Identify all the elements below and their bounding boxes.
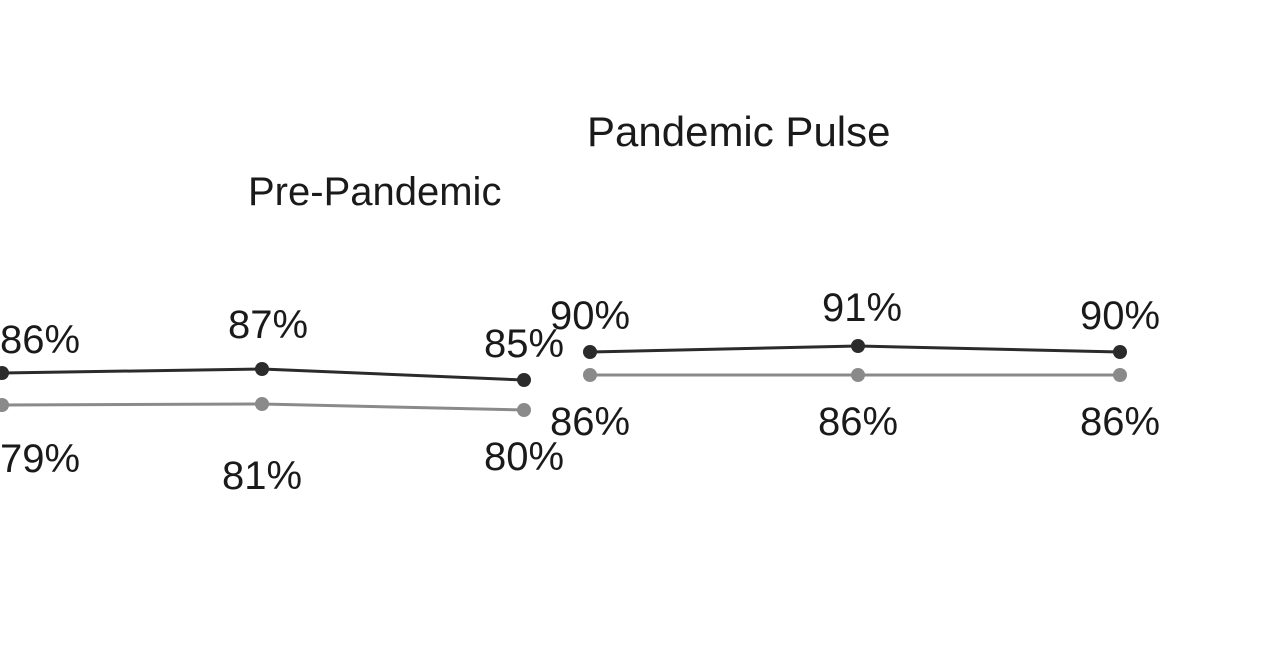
data-label-top: 87% (228, 303, 308, 348)
data-marker (851, 368, 865, 382)
data-marker (255, 397, 269, 411)
data-label-top: 91% (822, 286, 902, 331)
data-label-bottom: 86% (1080, 400, 1160, 445)
data-marker (0, 366, 9, 380)
data-label-top: 90% (1080, 294, 1160, 339)
data-marker (851, 339, 865, 353)
data-label-top: 86% (0, 318, 80, 363)
data-marker (583, 368, 597, 382)
data-label-top: 90% (550, 294, 630, 339)
line-segment (2, 369, 262, 373)
section-label-pre-pandemic: Pre-Pandemic (248, 170, 501, 215)
line-segment (590, 346, 858, 352)
data-label-bottom: 86% (818, 400, 898, 445)
line-segment (2, 404, 262, 405)
data-label-bottom: 86% (550, 400, 630, 445)
line-segment (262, 369, 524, 380)
data-marker (583, 345, 597, 359)
section-label-pandemic-pulse: Pandemic Pulse (587, 108, 891, 156)
data-marker (255, 362, 269, 376)
data-marker (0, 398, 9, 412)
data-label-bottom: 81% (222, 454, 302, 499)
line-segment (858, 346, 1120, 352)
data-marker (1113, 345, 1127, 359)
data-marker (517, 373, 531, 387)
data-marker (1113, 368, 1127, 382)
data-label-bottom: 79% (0, 437, 80, 482)
data-marker (517, 403, 531, 417)
line-chart: Pre-Pandemic Pandemic Pulse 86%87%85%90%… (0, 0, 1280, 668)
line-segment (262, 404, 524, 410)
